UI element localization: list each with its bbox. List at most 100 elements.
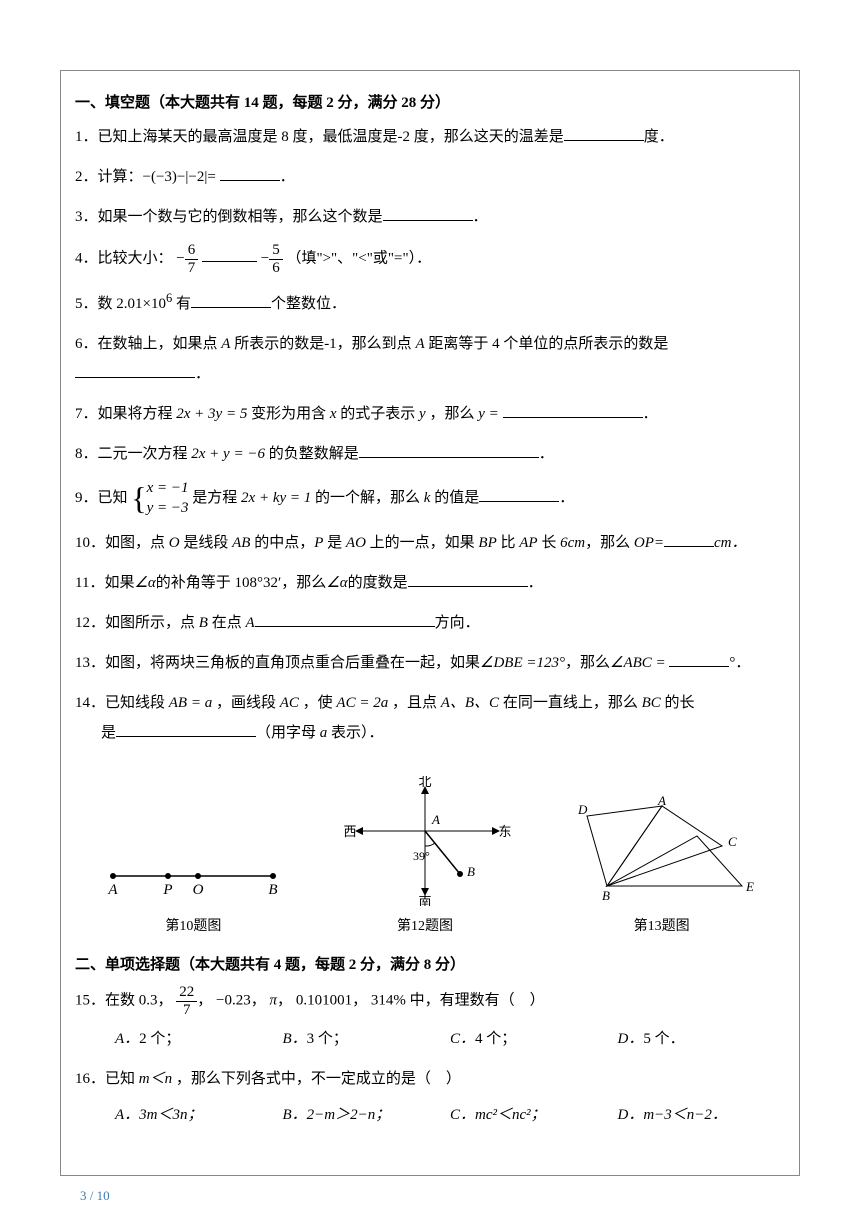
q10-m4: 上的一点，如果 <box>366 535 479 551</box>
q2: 2．计算：−(−3)−|−2|= ． <box>75 162 785 192</box>
f12-w: 西 <box>343 824 356 839</box>
q9-sys: x = −1y = −3 <box>147 479 189 518</box>
q9-m3: 的值是 <box>430 490 479 506</box>
q12-pre: 12．如图所示，点 <box>75 615 199 631</box>
q13-deg: °． <box>729 655 750 671</box>
f10-B: B <box>269 882 278 898</box>
q14-blank <box>116 722 256 737</box>
f12-s: 南 <box>418 894 431 906</box>
q5-suf: 个整数位． <box>271 296 346 312</box>
q16-oc: mc²＜nc²； <box>475 1107 546 1123</box>
opt-label-b: B． <box>283 1031 307 1047</box>
q16-opt-c: C．mc²＜nc²； <box>450 1100 618 1130</box>
q7: 7．如果将方程 2x + 3y = 5 变形为用含 x 的式子表示 y ，那么 … <box>75 399 785 429</box>
fig-13: A B C D E 第13题图 <box>562 796 762 935</box>
q15-oc: 4 个； <box>475 1031 516 1047</box>
q10-AO: AO <box>346 535 366 551</box>
q7-suf: ． <box>643 406 658 422</box>
opt-label-d: D． <box>618 1031 644 1047</box>
q10-O: O <box>169 535 180 551</box>
fig13-cap: 第13题图 <box>562 915 762 935</box>
q16-opt-b: B．2−m＞2−n； <box>283 1100 451 1130</box>
q12-A: A <box>245 615 254 631</box>
q10-pre: 10．如图，点 <box>75 535 169 551</box>
q4-n2: 5 <box>269 242 283 260</box>
q1-unit: 度． <box>644 129 674 145</box>
q4-n1: 6 <box>185 242 199 260</box>
opt-label-a: A． <box>115 1031 139 1047</box>
q12-blank <box>255 612 435 627</box>
q7-m3: ，那么 <box>426 406 479 422</box>
q8: 8．二元一次方程 2x + y = −6 的负整数解是． <box>75 439 785 469</box>
q15-c5: ， <box>352 992 367 1008</box>
q11-ang: ∠α <box>134 575 155 591</box>
q1-blank <box>564 126 644 141</box>
f12-e: 东 <box>498 824 511 839</box>
section-1-title: 一、填空题（本大题共有 14 题，每题 2 分，满分 28 分） <box>75 91 785 112</box>
q16-pre: 16．已知 <box>75 1071 139 1087</box>
q14-AB: AB = a <box>169 695 212 711</box>
q12: 12．如图所示，点 B 在点 A方向． <box>75 608 785 638</box>
q2-pre: 2．计算： <box>75 169 143 185</box>
q15-opt-d: D．5 个． <box>618 1024 786 1054</box>
f13-C: C <box>728 834 737 849</box>
q4-d1: 7 <box>185 260 199 277</box>
q13: 13．如图，将两块三角板的直角顶点重合后重叠在一起，如果∠DBE =123°，那… <box>75 648 785 678</box>
q8-pre: 8．二元一次方程 <box>75 446 191 462</box>
q15-e: 0.101001 <box>296 992 352 1008</box>
q1-text: 1．已知上海某天的最高温度是 8 度，最低温度是-2 度，那么这天的温差是 <box>75 129 564 145</box>
q9-mid: 是方程 <box>192 490 241 506</box>
q6-A2: A <box>415 336 424 352</box>
q15-c3: ， <box>251 992 266 1008</box>
f13-A: A <box>657 796 666 808</box>
q15-frac: 227 <box>176 984 197 1018</box>
fig-10: A P O B 第10题图 <box>98 836 288 935</box>
q14-l2end: 表示）． <box>327 725 383 741</box>
q16-ob: 2−m＞2−n； <box>307 1107 391 1123</box>
figures-row: A P O B 第10题图 北 南 西 东 A <box>75 776 785 935</box>
q4-pre: 4．比较大小： <box>75 250 173 266</box>
opt-label-c2: C． <box>450 1107 475 1123</box>
q4-frac2: 56 <box>269 242 283 276</box>
q14-l2suf: （用字母 <box>256 725 320 741</box>
q16-opt-a: A．3m＜3n； <box>115 1100 283 1130</box>
q11-pre: 11．如果 <box>75 575 134 591</box>
q15-ob: 3 个； <box>307 1031 348 1047</box>
q14-pre: 14．已知线段 <box>75 695 169 711</box>
q9-pre: 9．已知 <box>75 490 131 506</box>
q15-c: −0.23 <box>216 992 251 1008</box>
q14-eq: AC = 2a <box>336 695 388 711</box>
fig-12: 北 南 西 东 A B 39° 第12题图 <box>335 776 515 935</box>
q15-f: 314% <box>371 992 406 1008</box>
q10-BP: BP <box>478 535 496 551</box>
q13-ang: ∠DBE =123° <box>480 655 565 671</box>
opt-label-d2: D． <box>618 1107 644 1123</box>
q14-l2pre: 是 <box>101 725 116 741</box>
q15-paren: ） <box>530 992 545 1008</box>
q9-l2: y = −3 <box>147 500 189 516</box>
q15-opt-b: B．3 个； <box>283 1024 451 1054</box>
q14-line2: 是（用字母 a 表示）． <box>75 718 785 748</box>
fig10-cap: 第10题图 <box>98 915 288 935</box>
q16: 16．已知 m＜n ，那么下列各式中，不一定成立的是（ ） A．3m＜3n； B… <box>75 1064 785 1130</box>
f13-D: D <box>577 802 588 817</box>
q11-mid: 的补角等于 108°32′，那么 <box>156 575 327 591</box>
q15-mid: 中，有理数有（ <box>406 992 515 1008</box>
f12-B: B <box>467 864 475 879</box>
q14: 14．已知线段 AB = a ，画线段 AC ，使 AC = 2a ，且点 A、… <box>75 688 785 748</box>
q10: 10．如图，点 O 是线段 AB 的中点，P 是 AO 上的一点，如果 BP 比… <box>75 528 785 558</box>
q4-neg1: − <box>176 250 184 266</box>
q10-m5: 比 <box>497 535 520 551</box>
q16-cond: m＜n <box>139 1071 172 1087</box>
fig10-svg: A P O B <box>98 836 288 906</box>
fig12-cap: 第12题图 <box>335 915 515 935</box>
q2-suf: ． <box>280 169 295 185</box>
q2-expr: −(−3)−|−2| <box>143 169 208 185</box>
q9: 9．已知 {x = −1y = −3 是方程 2x + ky = 1 的一个解，… <box>75 479 785 518</box>
q6: 6．在数轴上，如果点 A 所表示的数是-1，那么到点 A 距离等于 4 个单位的… <box>75 329 785 389</box>
q14-BC: BC <box>642 695 661 711</box>
page-number: 3 / 10 <box>80 1188 110 1204</box>
q15-c1: ， <box>158 992 173 1008</box>
f10-O: O <box>193 882 204 898</box>
q8-mid: 的负整数解是 <box>265 446 359 462</box>
